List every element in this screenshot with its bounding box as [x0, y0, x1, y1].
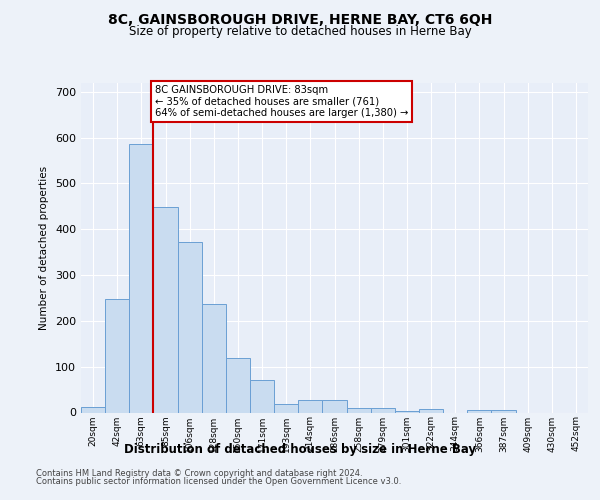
Text: Distribution of detached houses by size in Herne Bay: Distribution of detached houses by size … — [124, 442, 476, 456]
Bar — [491, 410, 515, 412]
Text: Contains public sector information licensed under the Open Government Licence v3: Contains public sector information licen… — [36, 477, 401, 486]
Y-axis label: Number of detached properties: Number of detached properties — [40, 166, 49, 330]
Bar — [105, 299, 129, 412]
Bar — [81, 406, 105, 412]
Bar — [322, 400, 347, 412]
Bar — [371, 408, 395, 412]
Text: 8C, GAINSBOROUGH DRIVE, HERNE BAY, CT6 6QH: 8C, GAINSBOROUGH DRIVE, HERNE BAY, CT6 6… — [108, 12, 492, 26]
Bar — [202, 304, 226, 412]
Bar — [347, 408, 371, 412]
Text: Contains HM Land Registry data © Crown copyright and database right 2024.: Contains HM Land Registry data © Crown c… — [36, 468, 362, 477]
Bar — [298, 400, 322, 412]
Bar — [467, 410, 491, 412]
Bar — [419, 409, 443, 412]
Text: 8C GAINSBOROUGH DRIVE: 83sqm
← 35% of detached houses are smaller (761)
64% of s: 8C GAINSBOROUGH DRIVE: 83sqm ← 35% of de… — [155, 85, 408, 118]
Bar — [178, 242, 202, 412]
Bar — [250, 380, 274, 412]
Bar — [274, 404, 298, 412]
Bar — [129, 144, 154, 412]
Bar — [395, 411, 419, 412]
Bar — [226, 358, 250, 412]
Bar — [154, 207, 178, 412]
Text: Size of property relative to detached houses in Herne Bay: Size of property relative to detached ho… — [128, 25, 472, 38]
